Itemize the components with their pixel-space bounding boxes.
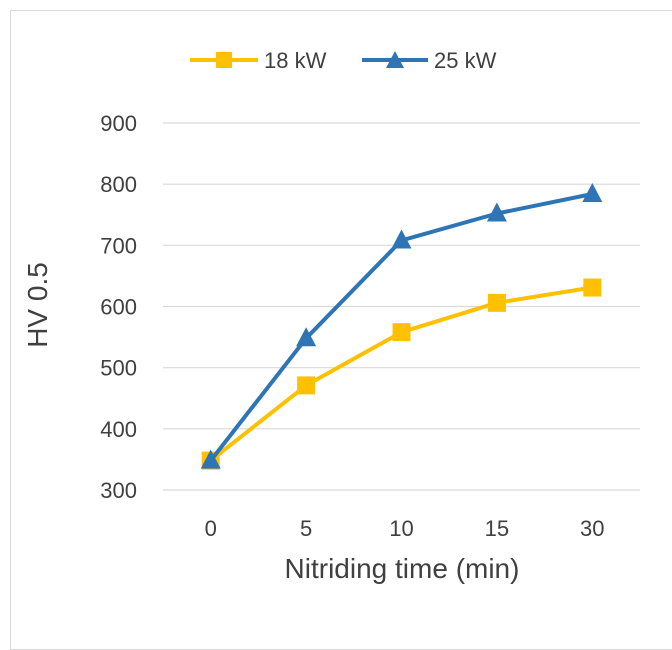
point-18kw-10 [392, 323, 411, 342]
point-25kw-30 [582, 182, 603, 202]
x-tick-label-0: 0 [205, 516, 217, 541]
series-line-18kw [209, 285, 593, 463]
point-18kw-15 [487, 293, 506, 312]
y-tick-label-400: 400 [100, 417, 137, 442]
line-chart: 300 400 500 600 700 800 900 0 5 10 15 30 Nitriding… [22, 48, 640, 584]
y-tick-label-800: 800 [100, 172, 137, 197]
point-25kw-15 [486, 202, 507, 222]
gridlines [163, 122, 640, 491]
point-18kw-5 [297, 376, 316, 395]
legend-item-18kw: 18 kW [190, 48, 327, 73]
point-18kw-30 [583, 278, 602, 297]
series-layer [200, 182, 603, 470]
x-tick-label-30: 30 [580, 516, 604, 541]
x-axis-title: Nitriding time (min) [285, 553, 520, 584]
legend-item-25kw: 25 kW [362, 48, 497, 73]
y-tick-label-500: 500 [100, 356, 137, 381]
y-axis-ticks: 300 400 500 600 700 800 900 [100, 111, 137, 503]
y-tick-label-700: 700 [100, 233, 137, 258]
y-tick-label-300: 300 [100, 478, 137, 503]
point-25kw-5 [296, 327, 317, 347]
legend-label-18kw: 18 kW [264, 48, 327, 73]
x-axis-ticks: 0 5 10 15 30 [205, 516, 605, 541]
legend: 18 kW 25 kW [190, 48, 497, 73]
y-tick-label-900: 900 [100, 111, 137, 136]
x-tick-label-5: 5 [300, 516, 312, 541]
legend-label-25kw: 25 kW [434, 48, 497, 73]
point-25kw-10 [391, 229, 412, 249]
x-tick-label-15: 15 [485, 516, 509, 541]
legend-marker-25kw [386, 51, 404, 68]
y-tick-label-600: 600 [100, 295, 137, 320]
x-tick-label-10: 10 [389, 516, 413, 541]
point-25kw-0 [200, 449, 221, 469]
y-axis-title: HV 0.5 [22, 262, 53, 348]
series-18kw [201, 278, 602, 470]
series-25kw [200, 182, 603, 469]
legend-marker-18kw [216, 52, 232, 68]
